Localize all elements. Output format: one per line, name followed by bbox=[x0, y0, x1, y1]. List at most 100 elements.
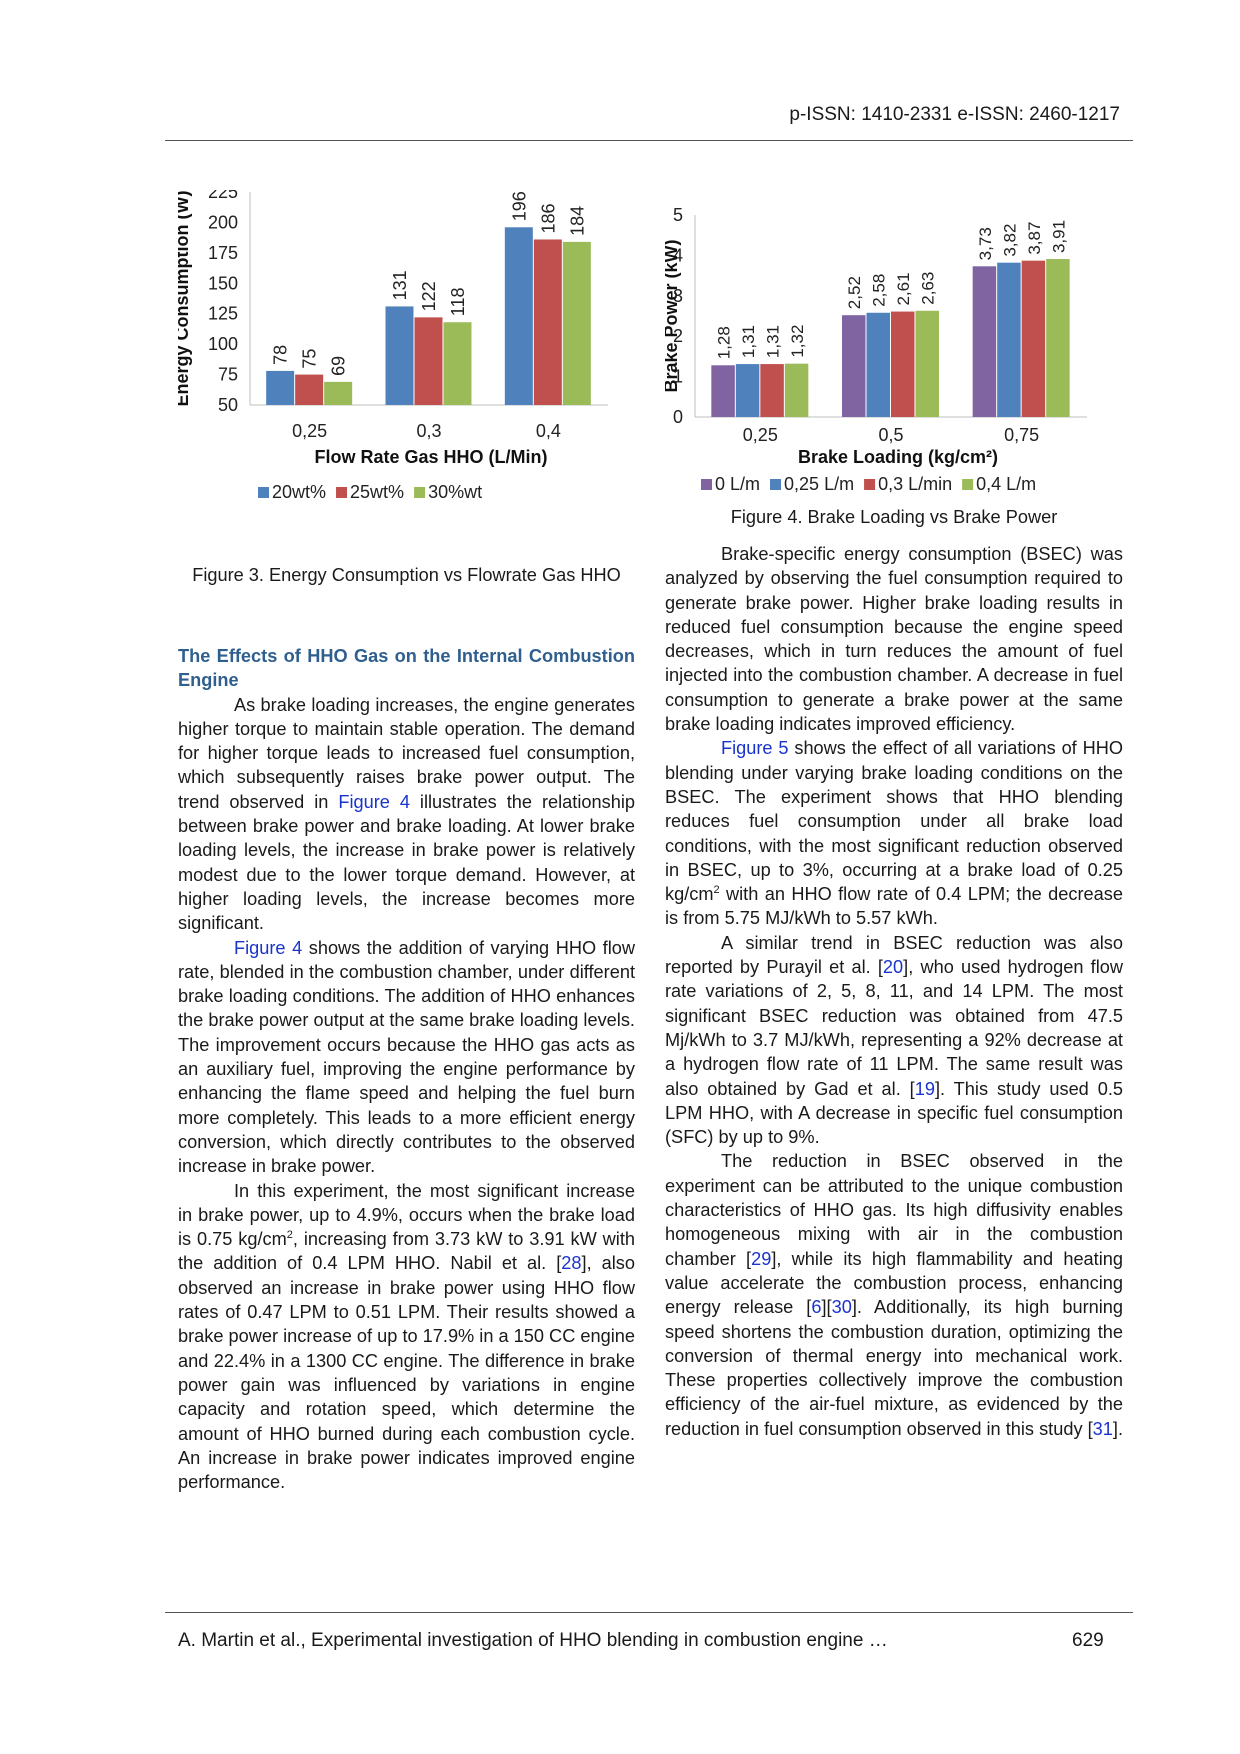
data-label: 2,61 bbox=[894, 272, 913, 305]
y-tick-label: 150 bbox=[208, 273, 238, 293]
data-label: 184 bbox=[567, 206, 587, 236]
bar bbox=[443, 322, 472, 405]
figure-3-chart: 50 75 100 125 150 175 200 225 Energy Consumption… bbox=[178, 190, 608, 502]
paragraph: In this experiment, the most significant… bbox=[178, 1180, 635, 1493]
y-axis-title: Energy Consumption (W) bbox=[178, 191, 192, 407]
y-tick-label: 3 bbox=[673, 286, 683, 306]
journal-issn: p-ISSN: 1410-2331 e-ISSN: 2460-1217 bbox=[789, 104, 1120, 125]
data-label: 131 bbox=[390, 270, 410, 300]
paragraph: Brake-specific energy consumption (BSEC)… bbox=[665, 544, 1123, 735]
data-label: 1,32 bbox=[788, 325, 807, 358]
paragraph: The reduction in BSEC observed in the ex… bbox=[665, 1151, 1124, 1439]
figure-4-link[interactable]: Figure 4 bbox=[234, 937, 303, 958]
data-label: 3,82 bbox=[1000, 224, 1019, 257]
y-tick-label: 4 bbox=[673, 245, 683, 265]
footer-title: A. Martin et al., Experimental investiga… bbox=[178, 1630, 888, 1651]
legend-label: 25wt% bbox=[350, 482, 404, 502]
data-label: 2,58 bbox=[870, 274, 889, 307]
header-rule bbox=[165, 140, 1133, 141]
legend-swatch bbox=[770, 479, 782, 490]
data-label: 3,91 bbox=[1049, 220, 1068, 253]
bar bbox=[504, 227, 533, 405]
figure-5-link[interactable]: Figure 5 bbox=[721, 738, 789, 759]
bar bbox=[266, 370, 295, 405]
data-label: 3,73 bbox=[976, 227, 995, 260]
citation-link[interactable]: 31 bbox=[1092, 1418, 1113, 1439]
bar bbox=[533, 239, 562, 405]
footer-rule bbox=[165, 1612, 1133, 1613]
data-label: 78 bbox=[271, 345, 291, 365]
paragraph: As brake loading increases, the engine g… bbox=[178, 694, 635, 934]
bar bbox=[562, 241, 591, 405]
y-tick-label: 100 bbox=[208, 334, 238, 354]
data-label: 1,28 bbox=[715, 326, 734, 359]
y-axis-title: Brake Power (kW) bbox=[665, 239, 681, 392]
data-label: 1,31 bbox=[739, 325, 758, 358]
y-tick-label: 50 bbox=[218, 395, 238, 415]
figure-3-caption: Figure 3. Energy Consumption vs Flowrate… bbox=[192, 565, 621, 585]
data-label: 1,31 bbox=[764, 325, 783, 358]
bar bbox=[915, 310, 939, 417]
x-tick-label: 0,3 bbox=[416, 421, 441, 441]
y-tick-label: 125 bbox=[208, 304, 238, 324]
legend-swatch bbox=[701, 479, 712, 490]
citation-link[interactable]: 29 bbox=[751, 1248, 772, 1269]
y-tick-label: 1 bbox=[673, 367, 683, 387]
data-label: 75 bbox=[300, 349, 320, 369]
bar bbox=[385, 306, 414, 405]
x-tick-label: 0,5 bbox=[878, 425, 903, 445]
data-label: 186 bbox=[538, 203, 558, 233]
data-label: 122 bbox=[419, 281, 439, 311]
x-tick-label: 0,25 bbox=[292, 421, 327, 441]
legend-label: 20wt% bbox=[272, 482, 326, 502]
bar bbox=[866, 312, 890, 417]
bar bbox=[295, 374, 324, 405]
legend-swatch bbox=[414, 487, 426, 498]
bar bbox=[1046, 259, 1070, 417]
legend-swatch bbox=[962, 479, 974, 490]
citation-link[interactable]: 6 bbox=[811, 1297, 822, 1318]
section-heading: The Effects of HHO Gas on the Internal C… bbox=[178, 646, 635, 691]
y-tick-label: 75 bbox=[218, 365, 238, 385]
y-tick-label: 225 bbox=[208, 190, 238, 202]
data-label: 196 bbox=[509, 191, 529, 221]
y-tick-label: 2 bbox=[673, 326, 683, 346]
y-tick-label: 200 bbox=[208, 212, 238, 232]
y-tick-label: 5 bbox=[673, 205, 683, 225]
paragraph: Figure 4 shows the addition of varying H… bbox=[178, 937, 635, 1177]
bar bbox=[784, 363, 809, 417]
x-axis-title: Brake Loading (kg/cm²) bbox=[798, 447, 998, 467]
citation-link[interactable]: 19 bbox=[914, 1078, 935, 1099]
data-label: 118 bbox=[448, 288, 468, 317]
legend-label: 0 L/m bbox=[715, 474, 760, 494]
figure-4-caption: Figure 4. Brake Loading vs Brake Power bbox=[730, 507, 1058, 527]
data-label: 3,87 bbox=[1025, 222, 1044, 255]
bar bbox=[972, 266, 997, 417]
x-axis-title: Flow Rate Gas HHO (L/Min) bbox=[314, 447, 547, 467]
bar bbox=[760, 364, 784, 417]
legend-label: 30%wt bbox=[428, 482, 482, 502]
right-column: Brake-specific energy consumption (BSEC)… bbox=[665, 542, 1123, 1441]
citation-link[interactable]: 28 bbox=[561, 1253, 582, 1274]
citation-link[interactable]: 20 bbox=[882, 957, 904, 978]
data-label: 2,52 bbox=[845, 276, 864, 309]
bar bbox=[891, 311, 915, 417]
data-label: 69 bbox=[329, 356, 349, 376]
bar bbox=[842, 315, 866, 417]
paragraph: Figure 5 shows the effect of all variati… bbox=[665, 738, 1123, 929]
x-tick-label: 0,75 bbox=[1004, 425, 1039, 445]
figure-4-chart: 0 1 2 3 4 5 Brake Power (kW) 1,28 1,31 1,31 1,32 0,… bbox=[665, 205, 1087, 494]
left-column: The Effects of HHO Gas on the Internal C… bbox=[178, 644, 635, 1494]
legend-swatch bbox=[864, 479, 876, 490]
y-tick-label: 0 bbox=[673, 407, 683, 427]
page-number: 629 bbox=[1072, 1630, 1104, 1651]
citation-link[interactable]: 30 bbox=[831, 1297, 852, 1318]
legend-label: 0,3 L/min bbox=[878, 474, 952, 494]
figure-4-link[interactable]: Figure 4 bbox=[338, 791, 410, 812]
data-label: 2,63 bbox=[919, 272, 938, 305]
legend-swatch bbox=[336, 487, 348, 498]
y-tick-label: 175 bbox=[208, 243, 238, 263]
legend-label: 0,4 L/m bbox=[976, 474, 1036, 494]
x-tick-label: 0,25 bbox=[743, 425, 778, 445]
bar bbox=[735, 364, 760, 417]
